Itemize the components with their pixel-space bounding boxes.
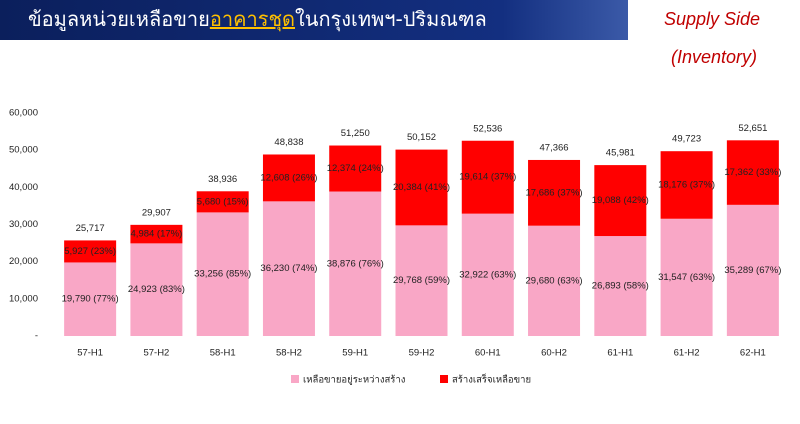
x-tick-label: 58-H1: [210, 348, 236, 359]
value-label: 5,680 (15%): [197, 196, 249, 207]
x-tick-label: 61-H2: [674, 348, 700, 359]
bar-segment: [726, 140, 779, 205]
title-part: ในกรุงเทพฯ-ปริมณฑล: [295, 7, 487, 32]
bar-segment: [329, 145, 382, 192]
total-label: 47,366: [540, 142, 569, 153]
value-label: 33,256 (85%): [194, 269, 251, 280]
bar-segment: [64, 262, 117, 336]
y-tick-label: 30,000: [9, 219, 38, 230]
x-tick-label: 57-H2: [143, 348, 169, 359]
x-tick-label: 59-H1: [342, 348, 368, 359]
total-label: 45,981: [606, 148, 635, 159]
total-label: 48,838: [274, 137, 303, 148]
value-label: 35,289 (67%): [724, 265, 781, 276]
bar-segment: [64, 240, 117, 263]
y-tick-label: 10,000: [9, 293, 38, 304]
x-tick-label: 61-H1: [607, 348, 633, 359]
x-tick-label: 57-H1: [77, 348, 103, 359]
legend-label: เหลือขายอยู่ระหว่างสร้าง: [303, 375, 405, 386]
bar-segment: [594, 165, 647, 237]
y-tick-label: 50,000: [9, 145, 38, 156]
bar-segment: [130, 224, 183, 244]
bar-segment: [196, 191, 249, 213]
total-label: 49,723: [672, 134, 701, 145]
y-tick-label: -: [35, 331, 38, 342]
x-tick-label: 62-H1: [740, 348, 766, 359]
bar-segment: [395, 225, 448, 336]
subtitle: Supply Side: [664, 9, 760, 29]
total-label: 25,717: [76, 223, 105, 234]
bar-segment: [528, 225, 581, 336]
value-label: 18,176 (37%): [658, 179, 715, 190]
value-label: 4,984 (17%): [131, 229, 183, 240]
bar-segment: [594, 236, 647, 336]
value-label: 26,893 (58%): [592, 281, 649, 292]
value-label: 36,230 (74%): [260, 263, 317, 274]
bar-segment: [130, 243, 183, 336]
total-label: 29,907: [142, 207, 171, 218]
value-label: 5,927 (23%): [64, 246, 116, 257]
legend-swatch: [440, 375, 448, 383]
value-label: 38,876 (76%): [327, 258, 384, 269]
value-label: 20,384 (41%): [393, 182, 450, 193]
value-label: 19,790 (77%): [62, 294, 119, 305]
value-label: 12,374 (24%): [327, 163, 384, 174]
title-banner: [0, 0, 628, 40]
x-tick-label: 60-H1: [475, 348, 501, 359]
bar-segment: [461, 213, 514, 336]
bar-segment: [329, 191, 382, 336]
bar-segment: [395, 149, 448, 226]
value-label: 31,547 (63%): [658, 272, 715, 283]
bar-segment: [660, 218, 713, 336]
value-label: 19,614 (37%): [459, 172, 516, 183]
bar-segment: [528, 159, 581, 226]
bar-segment: [262, 201, 315, 336]
y-tick-label: 40,000: [9, 182, 38, 193]
total-label: 52,651: [738, 123, 767, 134]
legend-swatch: [291, 375, 299, 383]
value-label: 17,686 (37%): [526, 187, 583, 198]
total-label: 51,250: [341, 128, 370, 139]
bar-segment: [461, 140, 514, 214]
value-label: 12,608 (26%): [260, 172, 317, 183]
value-label: 29,768 (59%): [393, 275, 450, 286]
value-label: 32,922 (63%): [459, 269, 516, 280]
x-tick-label: 58-H2: [276, 348, 302, 359]
legend-label: สร้างเสร็จเหลือขาย: [452, 373, 531, 386]
bar-segment: [196, 212, 249, 336]
chart-title: ข้อมูลหน่วยเหลือขายอาคารชุดในกรุงเทพฯ-ปร…: [28, 7, 487, 32]
x-tick-label: 59-H2: [409, 348, 435, 359]
total-label: 50,152: [407, 132, 436, 143]
value-label: 17,362 (33%): [724, 167, 781, 178]
y-tick-label: 20,000: [9, 256, 38, 267]
value-label: 19,088 (42%): [592, 195, 649, 206]
y-tick-label: 60,000: [9, 108, 38, 119]
total-label: 52,536: [473, 123, 502, 134]
bar-segment: [726, 204, 779, 336]
title-part: ข้อมูลหน่วยเหลือขาย: [28, 7, 210, 32]
x-tick-label: 60-H2: [541, 348, 567, 359]
total-label: 38,936: [208, 174, 237, 185]
title-highlight: อาคารชุด: [210, 7, 295, 32]
subtitle: (Inventory): [671, 47, 757, 67]
bar-segment: [262, 154, 315, 202]
bar-segment: [660, 151, 713, 219]
value-label: 29,680 (63%): [526, 275, 583, 286]
value-label: 24,923 (83%): [128, 284, 185, 295]
